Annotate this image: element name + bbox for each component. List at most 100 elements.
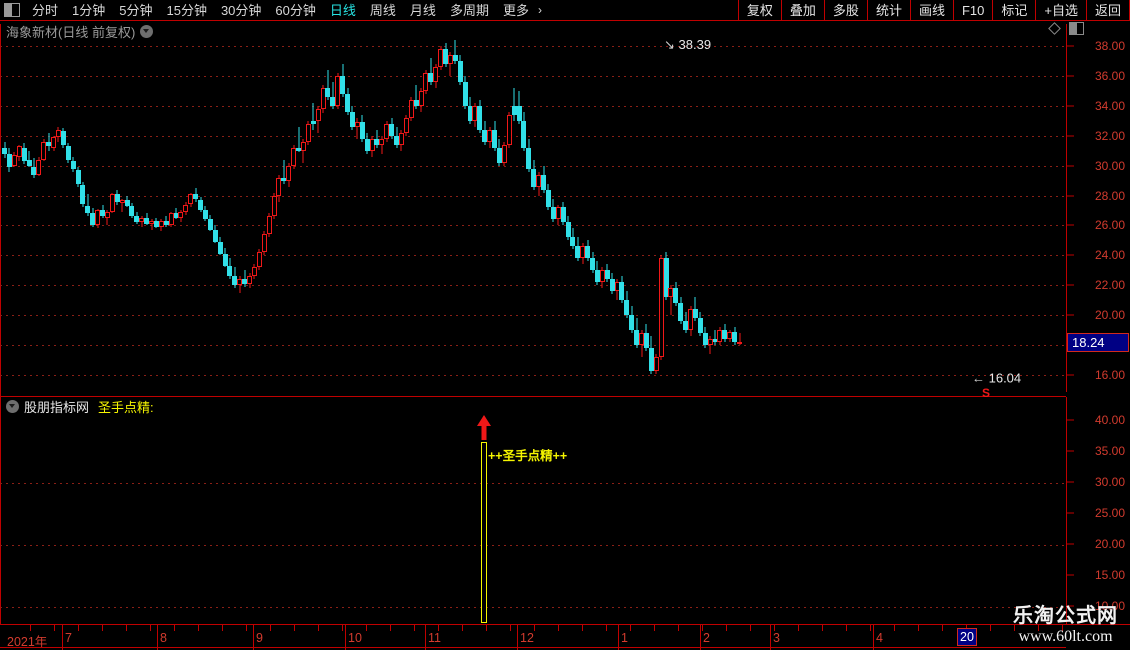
date-minor-tick <box>702 625 703 631</box>
period-2[interactable]: 1分钟 <box>72 2 106 18</box>
date-tick-label: 9 <box>256 631 263 645</box>
date-minor-tick <box>990 625 991 631</box>
signal-label: ++圣手点精++ <box>488 449 568 463</box>
candlestick <box>737 333 742 346</box>
date-minor-tick <box>918 625 919 631</box>
period-4[interactable]: 15分钟 <box>166 2 207 18</box>
candlestick <box>173 207 179 220</box>
indicator-tick-label: 10.00 <box>1095 599 1126 614</box>
price-tick <box>1067 165 1074 167</box>
candlestick <box>212 225 218 244</box>
candlestick <box>345 87 350 115</box>
price-tick <box>1067 254 1074 256</box>
date-minor-tick <box>366 625 367 631</box>
candlestick <box>242 270 248 287</box>
candlestick <box>697 312 703 337</box>
price-tick-label: 38.00 <box>1095 38 1126 53</box>
date-major-tick <box>873 625 874 650</box>
date-minor-tick <box>78 625 79 631</box>
candlestick <box>315 105 321 133</box>
gridline <box>0 165 1066 167</box>
date-minor-tick <box>54 625 55 631</box>
chevron-down-circle-icon[interactable] <box>140 24 154 38</box>
candlestick <box>526 138 532 172</box>
price-tick <box>1067 284 1074 286</box>
candlestick <box>663 252 669 301</box>
candlestick <box>202 206 208 221</box>
toolbar-button-4[interactable]: 统计 <box>866 0 911 21</box>
period-9[interactable]: 月线 <box>409 2 436 18</box>
price-tick-label: 16.00 <box>1095 368 1126 383</box>
period-8[interactable]: 周线 <box>369 2 396 18</box>
candlestick <box>51 135 56 151</box>
candlestick <box>100 204 105 218</box>
toolbar-button-1[interactable]: 复权 <box>737 0 782 21</box>
candlestick <box>104 210 110 226</box>
toolbar-button-9[interactable]: 返回 <box>1085 0 1130 21</box>
candlestick <box>163 216 169 227</box>
candlestick <box>624 291 630 319</box>
toolbar-button-5[interactable]: 画线 <box>909 0 954 21</box>
candlestick <box>60 128 66 148</box>
date-minor-tick <box>102 625 103 631</box>
gridline <box>0 225 1066 227</box>
toolbar-button-8[interactable]: +自选 <box>1035 0 1087 21</box>
candlestick <box>653 354 659 374</box>
indicator-chart-pane[interactable]: ++圣手点精++ <box>0 396 1066 624</box>
period-6[interactable]: 60分钟 <box>275 2 316 18</box>
candlestick <box>673 282 679 307</box>
price-tick <box>1067 135 1074 137</box>
period-3[interactable]: 5分钟 <box>119 2 153 18</box>
date-minor-tick <box>870 625 871 631</box>
candlestick <box>325 69 331 100</box>
chevron-right-icon[interactable]: › <box>537 3 542 17</box>
period-7[interactable]: 日线 <box>329 2 356 18</box>
candlestick <box>389 117 395 139</box>
period-10[interactable]: 多周期 <box>449 2 489 18</box>
gridline <box>0 255 1066 257</box>
chevron-down-circle-icon[interactable] <box>6 400 19 413</box>
candlestick <box>300 138 306 163</box>
date-minor-tick <box>1038 625 1039 631</box>
candlestick <box>11 152 17 168</box>
price-tick-label: 26.00 <box>1095 218 1126 233</box>
panel-icon[interactable] <box>4 3 20 17</box>
candlestick <box>41 138 47 162</box>
toolbar-button-2[interactable]: 叠加 <box>780 0 825 21</box>
date-major-tick <box>700 625 701 650</box>
price-axis: 38.00 36.00 34.00 32.00 30.00 28.00 26.00 24.00… <box>1066 24 1130 392</box>
price-chart-pane[interactable] <box>0 24 1066 392</box>
candlestick <box>521 111 527 151</box>
period-5[interactable]: 30分钟 <box>220 2 262 18</box>
candlestick <box>403 114 409 136</box>
candlestick <box>712 330 718 346</box>
price-tick-label: 34.00 <box>1095 98 1126 113</box>
toolbar-button-6[interactable]: F10 <box>952 0 994 21</box>
indicator-tick <box>1067 481 1074 483</box>
candlestick <box>428 57 434 85</box>
candlestick <box>634 318 640 349</box>
price-tick-label: 36.00 <box>1095 68 1126 83</box>
indicator-tick-label: 25.00 <box>1095 506 1126 520</box>
period-11[interactable]: 更多 <box>502 2 529 18</box>
candlestick <box>124 195 130 208</box>
date-tick-label: 7 <box>65 631 72 645</box>
candlestick <box>261 231 267 256</box>
candlestick <box>364 132 370 154</box>
period-1[interactable]: 分时 <box>32 2 59 18</box>
candlestick <box>516 90 522 124</box>
panel-toggle-icon[interactable] <box>1069 22 1084 35</box>
candlestick <box>168 211 174 227</box>
date-minor-tick <box>126 625 127 631</box>
date-minor-tick <box>846 625 847 631</box>
indicator-name-label: 圣手点精: <box>98 400 154 415</box>
toolbar-button-3[interactable]: 多股 <box>823 0 868 21</box>
candlestick <box>70 156 76 172</box>
candlestick <box>271 192 277 220</box>
toolbar-actions: 复权 叠加 多股 统计 画线 F10 标记 +自选 返回 <box>737 0 1130 21</box>
candlestick <box>251 264 257 280</box>
candlestick <box>291 144 297 169</box>
candlestick <box>678 297 684 325</box>
toolbar-button-7[interactable]: 标记 <box>992 0 1037 21</box>
